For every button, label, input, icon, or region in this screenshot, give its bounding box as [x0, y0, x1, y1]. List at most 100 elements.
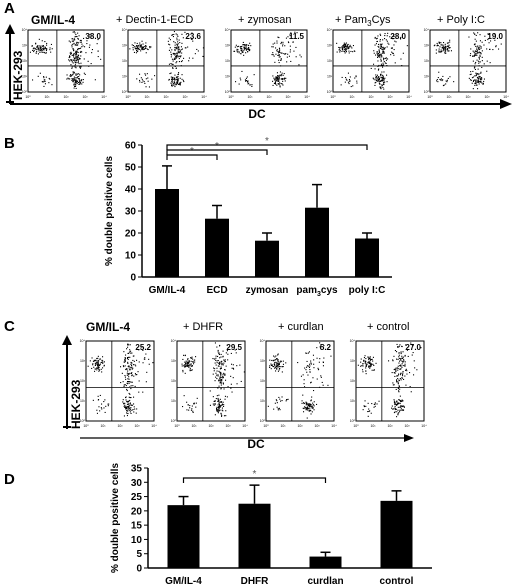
flow-title-c-dhfr: + DHFR	[183, 321, 224, 333]
y-tick-label: 25	[131, 492, 143, 503]
flow-x-tick: 10³	[314, 424, 320, 428]
flow-x-tick: 10³	[484, 95, 490, 99]
flow-x-tick: 10³	[285, 95, 291, 99]
flow-x-tick: 10⁰	[83, 424, 89, 428]
x-tick-label: curdlan	[307, 576, 343, 587]
flow-y-tick: 10¹	[225, 75, 231, 79]
flow-y-tick: 10⁰	[424, 90, 430, 94]
flow-y-tick: 10²	[22, 59, 28, 63]
flow-percent-label: 11.5	[289, 32, 305, 41]
bar	[238, 503, 271, 568]
y-tick-label: 35	[131, 464, 143, 475]
flow-x-tick: 10³	[225, 424, 231, 428]
flow-y-tick: 10¹	[171, 399, 177, 403]
flow-x-tick: 10¹	[280, 424, 286, 428]
flow-plot-frame	[85, 340, 155, 422]
flow-title-c-control: + control	[367, 321, 410, 333]
y-axis-label: HEK-293	[11, 50, 25, 100]
flow-y-tick: 10⁰	[350, 419, 356, 423]
y-tick-label: 20	[131, 506, 143, 517]
flow-x-tick: 10⁴	[304, 95, 310, 99]
flow-y-tick: 10⁴	[122, 28, 128, 32]
flow-title-pam3cys: + Pam3Cys	[335, 14, 391, 28]
flow-y-tick: 10³	[350, 359, 356, 363]
flow-dots	[357, 342, 422, 418]
flow-y-tick: 10²	[80, 379, 86, 383]
flow-dots	[267, 342, 332, 419]
x-tick-label: ECD	[206, 285, 227, 296]
flow-dots	[29, 31, 102, 89]
flow-percent-label: 23.6	[185, 32, 201, 41]
flow-x-tick: 10¹	[370, 424, 376, 428]
bar	[255, 240, 279, 277]
significance-bracket	[166, 144, 368, 150]
flow-y-tick: 10²	[327, 59, 333, 63]
flow-dots	[87, 343, 154, 417]
panel-a-flow-plots: HEK-293 DC 38.010⁰10⁰10¹10¹10²10²10³10³1…	[5, 24, 512, 120]
flow-x-tick: 10⁰	[427, 95, 433, 99]
flow-y-tick: 10²	[350, 379, 356, 383]
flow-title-polyic: + Poly I:C	[437, 14, 485, 26]
bar	[155, 189, 179, 277]
flow-y-tick: 10¹	[22, 75, 28, 79]
x-tick-label: control	[380, 576, 414, 587]
flow-plot-frame	[429, 29, 507, 93]
flow-percent-label: 25.2	[135, 343, 151, 352]
flow-y-tick: 10³	[22, 44, 28, 48]
x-tick-label: DHFR	[241, 576, 270, 587]
significance-star: *	[190, 146, 194, 157]
flow-x-tick: 10¹	[247, 95, 253, 99]
flow-y-tick: 10³	[80, 359, 86, 363]
panel-d-bar-chart: 0 5 10 15 20 25 30 35 % double positive cells GM/…	[110, 463, 432, 587]
flow-y-tick: 10³	[171, 359, 177, 363]
flow-x-tick: 10³	[387, 95, 393, 99]
flow-title-pam: + Pam	[335, 14, 368, 26]
flow-percent-label: 5.2	[320, 343, 332, 352]
flow-x-tick: 10⁴	[242, 424, 248, 428]
flow-x-tick: 10¹	[191, 424, 197, 428]
flow-x-tick: 10²	[63, 95, 69, 99]
flow-y-tick: 10³	[225, 44, 231, 48]
flow-title-pam-sub: 3	[367, 19, 372, 29]
flow-y-tick: 10⁴	[225, 28, 231, 32]
flow-x-tick: 10¹	[100, 424, 106, 428]
panel-c-flow-plots: HEK-293 DC 25.2 10⁰ 10⁰ 10¹ 10¹ 10² 10² 10³ 10³ 1…	[62, 335, 428, 450]
y-axis-label-c: HEK-293	[69, 379, 83, 429]
significance-star: *	[265, 136, 269, 147]
flow-x-tick: 10³	[182, 95, 188, 99]
flow-x-tick: 10²	[465, 95, 471, 99]
significance-bracket	[182, 477, 327, 483]
flow-x-tick: 10²	[297, 424, 303, 428]
y-tick-label: 30	[131, 478, 143, 489]
flow-y-tick: 10⁴	[171, 339, 177, 343]
flow-dots	[233, 31, 302, 88]
x-tick-label: GM/IL-4	[149, 285, 186, 296]
flow-x-tick: 10⁰	[174, 424, 180, 428]
bar	[380, 500, 413, 568]
flow-x-tick: 10¹	[446, 95, 452, 99]
flow-plot-frame	[355, 340, 425, 422]
flow-x-tick: 10⁰	[25, 95, 31, 99]
y-tick-label: 50	[125, 163, 137, 174]
flow-dots	[433, 32, 502, 90]
flow-title-c-gm-il4: GM/IL-4	[86, 320, 130, 334]
x-tick-label: pam3cys	[296, 285, 338, 298]
x-axis-label-c: DC	[247, 437, 265, 450]
x-axis-arrow-head	[500, 99, 512, 109]
flow-y-tick: 10⁰	[22, 90, 28, 94]
flow-x-tick: 10⁴	[331, 424, 337, 428]
flow-dots	[336, 32, 408, 90]
panel-b-letter: B	[4, 135, 15, 152]
bar	[305, 207, 329, 277]
flow-y-tick: 10¹	[327, 75, 333, 79]
y-tick-label: 15	[131, 521, 143, 532]
flow-y-tick: 10³	[122, 44, 128, 48]
flow-percent-label: 29.5	[226, 343, 242, 352]
flow-x-tick: 10⁰	[228, 95, 234, 99]
flow-y-tick: 10²	[122, 59, 128, 63]
